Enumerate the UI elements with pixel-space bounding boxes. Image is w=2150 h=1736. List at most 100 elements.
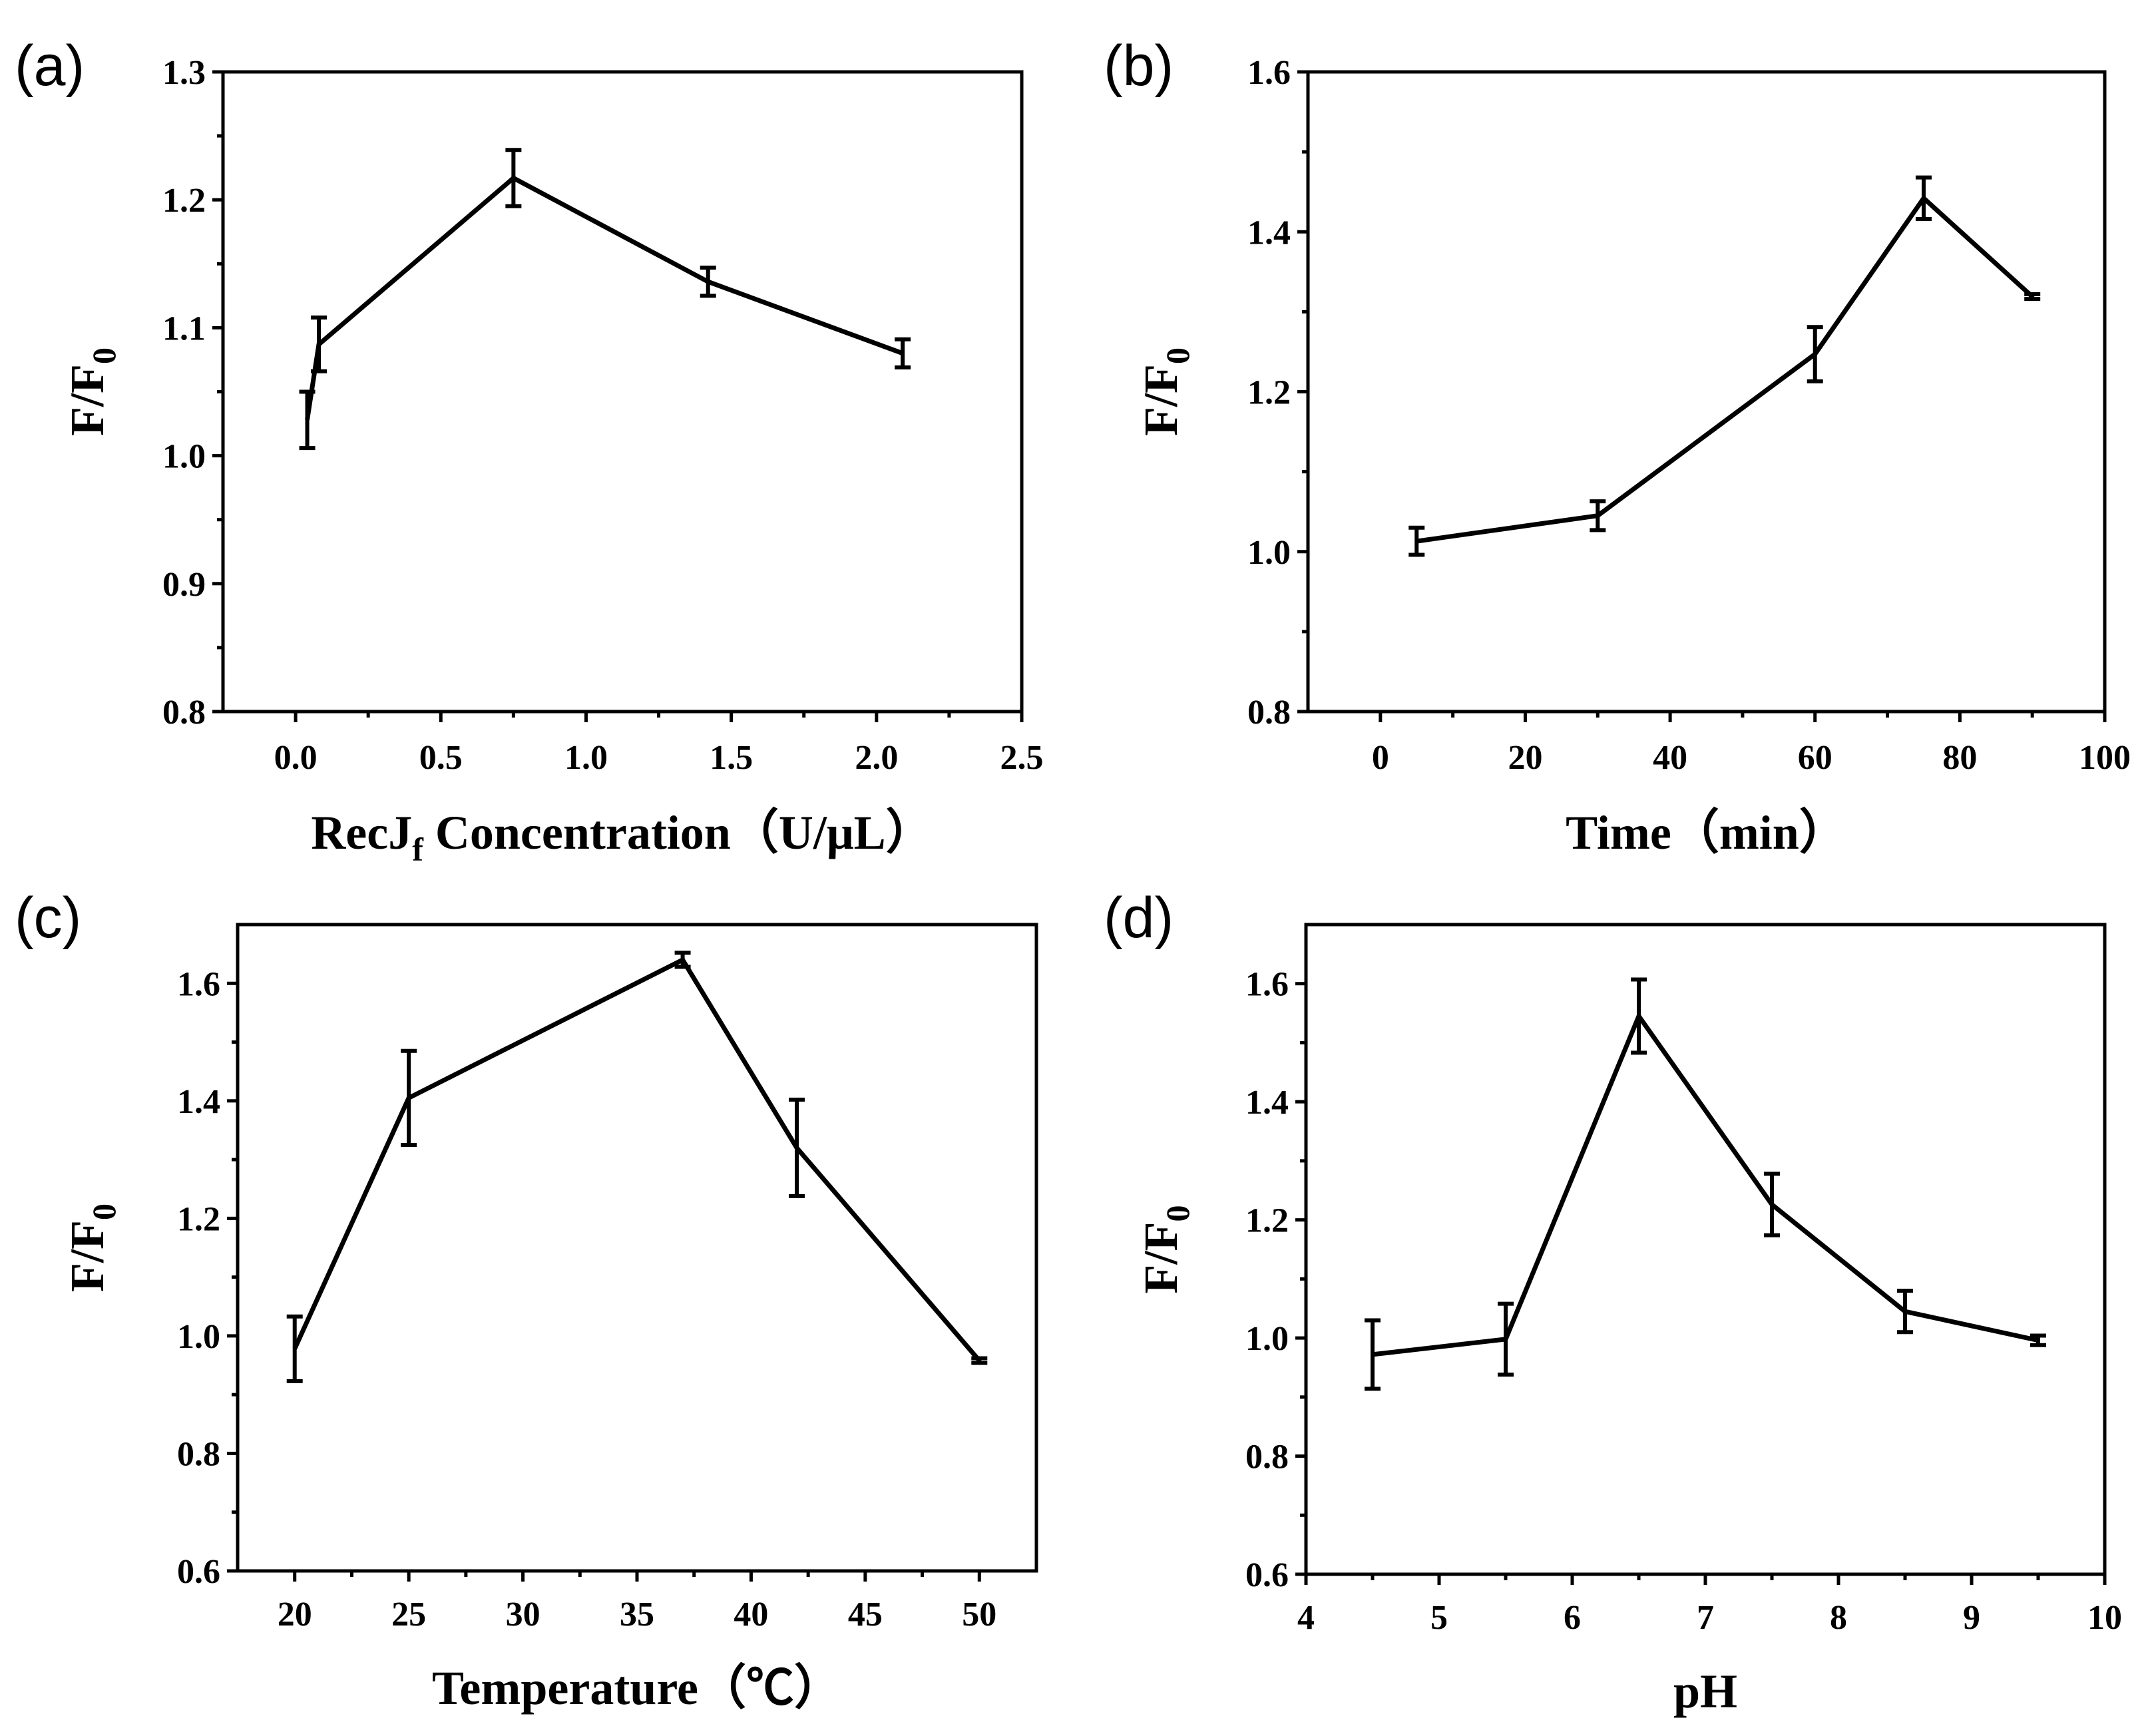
y-tick-label: 1.4 xyxy=(1245,1084,1289,1122)
x-tick-label: 8 xyxy=(1830,1599,1847,1637)
panel-label: (c) xyxy=(15,886,81,950)
y-tick-label: 0.8 xyxy=(177,1435,220,1473)
x-axis-title-main: Temperature（℃） xyxy=(432,1661,842,1715)
y-tick-label: 1.6 xyxy=(177,965,220,1003)
y-axis-title-subscript: 0 xyxy=(1159,347,1196,364)
error-bar xyxy=(1498,1301,1514,1377)
y-tick-label: 0.6 xyxy=(1245,1556,1289,1594)
x-axis-title: pH xyxy=(1673,1665,1737,1718)
plot-frame xyxy=(1306,70,2107,714)
error-bar xyxy=(311,316,327,373)
x-tick-label: 4 xyxy=(1297,1599,1315,1637)
y-tick-label: 1.4 xyxy=(1247,214,1291,252)
y-tick-label: 1.2 xyxy=(1245,1202,1289,1240)
y-tick-label: 1.0 xyxy=(162,438,206,476)
x-tick-label: 2.0 xyxy=(855,739,898,777)
error-bar xyxy=(2024,292,2041,302)
x-tick-label: 1.0 xyxy=(564,739,608,777)
y-axis-title-main: F/F xyxy=(1134,364,1187,436)
x-tick-label: 45 xyxy=(848,1596,883,1633)
x-tick-label: 5 xyxy=(1430,1599,1448,1637)
panel-label: (a) xyxy=(15,34,85,98)
error-bar xyxy=(1408,525,1425,557)
y-tick-label: 1.0 xyxy=(1247,534,1291,572)
x-axis-title: Time（min） xyxy=(1566,806,1847,859)
panel-4: (d) 4 5 6 7 8 9 10 0.6 0.8 1.0 1.2 1.4 1.6 pH F/F0 xyxy=(1104,886,2122,1718)
y-tick-label: 0.9 xyxy=(162,566,206,604)
y-tick-label: 1.2 xyxy=(162,182,206,220)
plot-frame xyxy=(221,70,1024,714)
panel-3: (c) 20 25 30 35 40 45 50 0.6 0.8 1.0 1.2 1.4 1.6 Tempe… xyxy=(15,886,1038,1715)
y-axis-title-main: F/F xyxy=(61,1220,114,1292)
x-tick-label: 40 xyxy=(734,1596,768,1633)
error-bar xyxy=(1897,1289,1913,1335)
x-tick-label: 9 xyxy=(1963,1599,1980,1637)
x-axis-title: RecJf Concentration（U/μL） xyxy=(311,806,933,868)
y-tick-label: 0.8 xyxy=(162,694,206,732)
y-tick-label: 1.1 xyxy=(162,310,206,347)
y-axis-title-subscript: 0 xyxy=(85,1203,122,1220)
series-line xyxy=(1372,1011,2039,1357)
error-bar xyxy=(895,337,911,369)
x-tick-label: 0.5 xyxy=(419,739,463,777)
x-tick-label: 20 xyxy=(1508,739,1542,777)
y-tick-label: 1.2 xyxy=(1247,374,1291,412)
y-axis-title: F/F0 xyxy=(61,1203,122,1292)
error-bar xyxy=(971,1356,988,1365)
x-axis-title-subscript: f xyxy=(412,831,424,868)
x-tick-label: 10 xyxy=(2087,1599,2122,1637)
error-bar xyxy=(1590,499,1606,533)
y-axis-title: F/F0 xyxy=(1134,1205,1196,1294)
x-axis-title: Temperature（℃） xyxy=(432,1661,842,1715)
y-axis-title-subscript: 0 xyxy=(85,347,122,364)
plot-frame xyxy=(1304,923,2107,1576)
x-tick-label: 20 xyxy=(278,1596,312,1633)
panel-2: (b) 0 20 40 60 80 100 0.8 1.0 1.2 1.4 1.6 Time（min） F… xyxy=(1104,34,2131,859)
y-axis-title: F/F0 xyxy=(61,347,122,436)
y-tick-label: 1.0 xyxy=(177,1318,220,1356)
y-axis-title-subscript: 0 xyxy=(1159,1205,1196,1222)
x-axis-title-main: RecJ xyxy=(311,806,412,859)
y-tick-label: 1.6 xyxy=(1245,966,1289,1004)
x-tick-label: 2.5 xyxy=(1000,739,1044,777)
y-axis-title-main: F/F xyxy=(61,364,114,436)
y-axis-title: F/F0 xyxy=(1134,347,1196,436)
error-bar xyxy=(2030,1333,2046,1347)
error-bar xyxy=(1915,175,1932,222)
x-tick-label: 50 xyxy=(962,1596,996,1633)
panel-label: (b) xyxy=(1104,34,1174,98)
x-tick-label: 1.5 xyxy=(710,739,753,777)
x-axis-title-rest: Concentration（U/μL） xyxy=(423,806,934,859)
x-tick-label: 7 xyxy=(1697,1599,1714,1637)
series-line xyxy=(292,957,981,1363)
error-bar xyxy=(1764,1172,1780,1237)
x-tick-label: 6 xyxy=(1564,1599,1581,1637)
x-tick-label: 60 xyxy=(1798,739,1832,777)
x-tick-label: 100 xyxy=(2079,739,2131,777)
error-bar xyxy=(401,1048,417,1148)
x-tick-label: 0.0 xyxy=(274,739,318,777)
y-tick-label: 0.8 xyxy=(1245,1438,1289,1476)
y-tick-label: 0.8 xyxy=(1247,694,1291,732)
series-line xyxy=(1416,194,2034,544)
y-tick-label: 1.2 xyxy=(177,1200,220,1238)
error-bar xyxy=(789,1098,805,1198)
error-bar xyxy=(1365,1318,1381,1391)
x-tick-label: 80 xyxy=(1942,739,1977,777)
error-bar xyxy=(1807,325,1823,383)
error-bar xyxy=(1631,977,1647,1055)
x-tick-label: 35 xyxy=(620,1596,654,1633)
y-tick-label: 1.0 xyxy=(1245,1320,1289,1358)
x-tick-label: 25 xyxy=(391,1596,426,1633)
error-bar xyxy=(286,1314,303,1383)
y-axis-title-main: F/F xyxy=(1134,1222,1187,1294)
error-bar xyxy=(505,148,522,208)
error-bar xyxy=(299,389,316,451)
x-tick-label: 0 xyxy=(1372,739,1389,777)
x-axis-title-main: pH xyxy=(1673,1665,1737,1718)
panel-1: (a) 0.0 0.5 1.0 1.5 2.0 2.5 0.8 0.9 1.0 1.1 1.2 1.3 R… xyxy=(15,34,1044,868)
series-line xyxy=(305,175,904,421)
x-tick-label: 30 xyxy=(506,1596,540,1633)
x-axis-title-main: Time（min） xyxy=(1566,806,1847,859)
